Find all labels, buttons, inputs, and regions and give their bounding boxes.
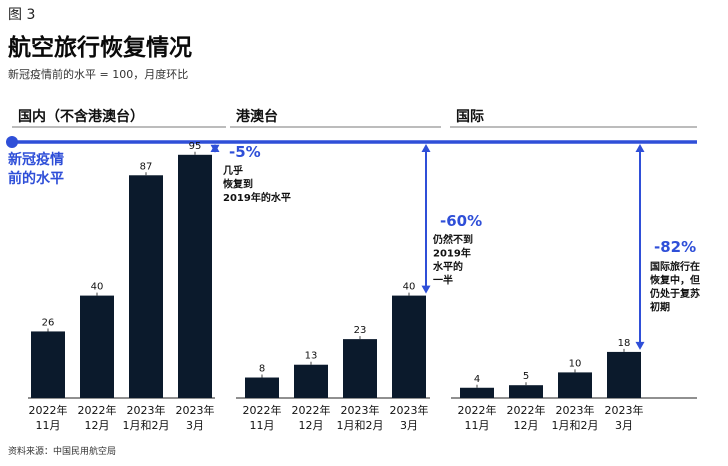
reference-line-label: 前的水平 — [8, 170, 64, 187]
bar-1-2 — [80, 295, 114, 398]
panel-header-1: 国内（不含港澳台） — [18, 108, 144, 125]
tick-label: 2022年 — [78, 403, 117, 417]
tick-label: 3月 — [615, 419, 633, 432]
bar-2-1 — [245, 377, 279, 398]
tick-label: 2022年 — [243, 403, 282, 417]
gap-arrow-head-up-2 — [421, 144, 431, 152]
bar-1-3 — [129, 175, 163, 398]
tick-label: 11月 — [36, 419, 61, 432]
tick-label: 2023年 — [341, 403, 380, 417]
data-label: 8 — [259, 364, 265, 375]
gap-percent-1: -5% — [229, 143, 261, 161]
bar-2-4 — [392, 295, 426, 398]
reference-line-label: 新冠疫情 — [8, 151, 64, 168]
gap-arrow-head-down-1 — [210, 144, 220, 153]
data-label: 4 — [474, 374, 480, 385]
tick-label: 2022年 — [292, 403, 331, 417]
data-label: 13 — [305, 351, 318, 362]
data-label: 18 — [618, 338, 631, 349]
tick-label: 11月 — [250, 419, 275, 432]
bar-2-2 — [294, 364, 328, 398]
data-label: 95 — [189, 141, 202, 152]
tick-label: 12月 — [299, 419, 324, 432]
tick-label: 2022年 — [507, 403, 546, 417]
gap-note-2: 一半 — [433, 274, 453, 287]
data-label: 26 — [42, 317, 55, 328]
bar-1-1 — [31, 331, 65, 398]
gap-note-2: 仍然不到 — [432, 233, 473, 246]
tick-label: 11月 — [465, 419, 490, 432]
gap-note-1: 几乎 — [223, 164, 243, 177]
gap-note-2: 水平的 — [432, 260, 463, 273]
tick-label: 1月和2月 — [337, 419, 384, 432]
gap-arrow-head-down-2 — [421, 285, 431, 294]
tick-label: 2023年 — [176, 403, 215, 417]
tick-label: 12月 — [85, 419, 110, 432]
gap-arrow-head-down-3 — [635, 341, 645, 350]
gap-arrow-head-up-3 — [635, 144, 645, 152]
gap-note-1: 恢复到 — [223, 178, 253, 191]
data-label: 5 — [523, 371, 529, 382]
reference-line-dot — [6, 136, 18, 148]
tick-label: 2022年 — [458, 403, 497, 417]
tick-label: 1月和2月 — [552, 419, 599, 432]
tick-label: 2023年 — [605, 403, 644, 417]
tick-label: 2023年 — [127, 403, 166, 417]
figure-label: 图 3 — [8, 7, 36, 23]
chart-subtitle: 新冠疫情前的水平 = 100，月度环比 — [8, 68, 189, 81]
gap-percent-2: -60% — [440, 212, 482, 230]
source-note: 资料来源：中国民用航空局 — [8, 447, 117, 457]
gap-note-2: 2019年 — [433, 247, 471, 260]
tick-label: 12月 — [514, 419, 539, 432]
gap-note-3: 仍处于复苏 — [649, 287, 700, 300]
data-label: 23 — [354, 325, 367, 336]
data-label: 40 — [403, 282, 416, 293]
bar-3-1 — [460, 387, 494, 398]
bar-3-2 — [509, 385, 543, 398]
gap-note-3: 国际旅行在 — [650, 260, 700, 273]
bar-2-3 — [343, 339, 377, 398]
chart-title: 航空旅行恢复情况 — [8, 35, 192, 61]
data-label: 40 — [91, 282, 104, 293]
tick-label: 2023年 — [556, 403, 595, 417]
tick-label: 3月 — [186, 419, 204, 432]
bar-3-3 — [558, 372, 592, 398]
tick-label: 2023年 — [390, 403, 429, 417]
panel-header-3: 国际 — [456, 109, 484, 125]
tick-label: 2022年 — [29, 403, 68, 417]
tick-label: 1月和2月 — [123, 419, 170, 432]
gap-note-1: 2019年的水平 — [223, 191, 291, 204]
bar-3-4 — [607, 351, 641, 398]
bar-1-4 — [178, 154, 212, 398]
panel-header-2: 港澳台 — [236, 108, 278, 125]
gap-percent-3: -82% — [654, 238, 696, 256]
gap-note-3: 恢复中，但 — [650, 274, 700, 287]
gap-note-3: 初期 — [650, 301, 670, 314]
data-label: 87 — [140, 161, 153, 172]
data-label: 10 — [569, 358, 582, 369]
tick-label: 3月 — [400, 419, 418, 432]
